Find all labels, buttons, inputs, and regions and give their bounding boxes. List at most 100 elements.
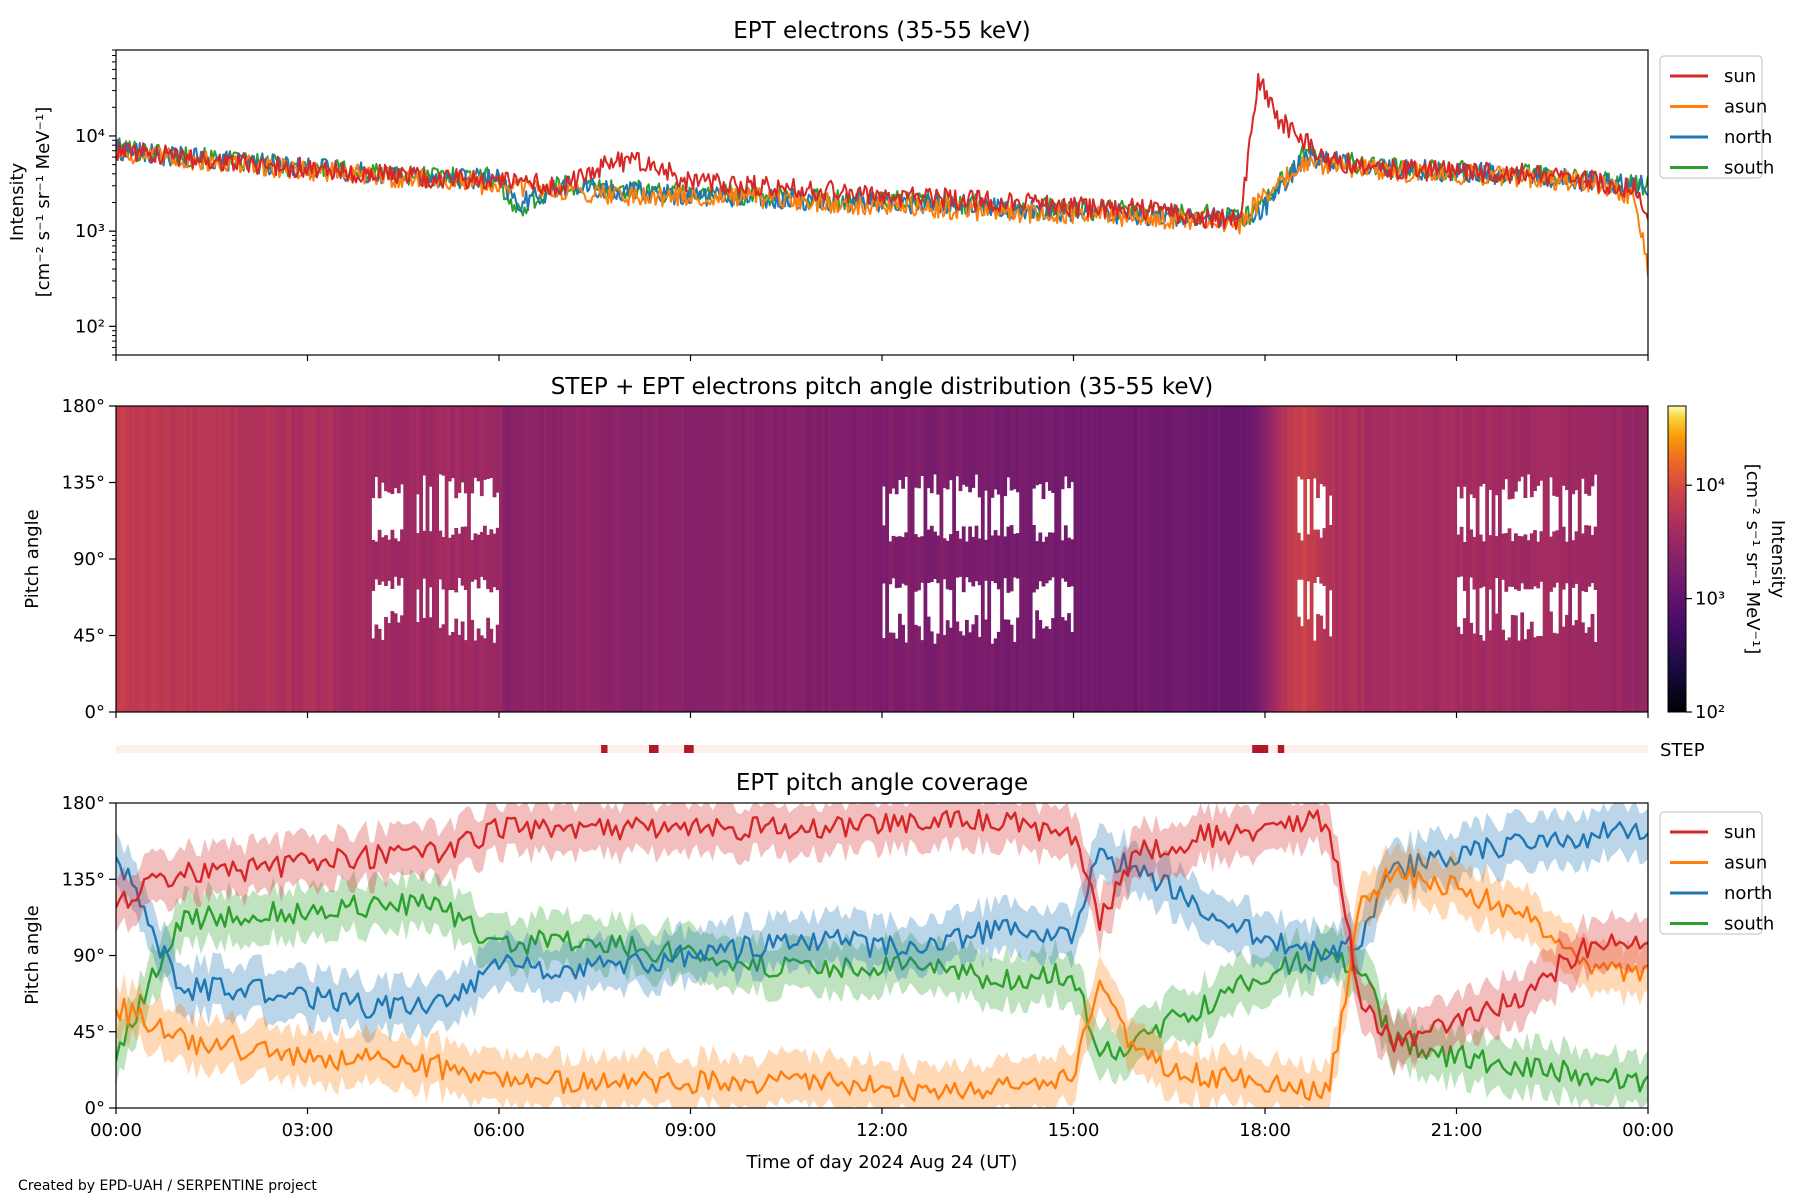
pad-column: [157, 406, 162, 712]
pad-column: [1121, 406, 1126, 712]
pad-column: [527, 406, 532, 712]
pad-column: [949, 534, 953, 591]
pad-column: [1584, 406, 1588, 494]
pad-column: [945, 406, 950, 490]
pad-column: [1032, 525, 1036, 593]
pad-column: [377, 406, 382, 499]
pad-column: [904, 406, 909, 477]
pad-column: [990, 406, 995, 498]
pad-column: [393, 538, 398, 577]
pad-column: [186, 406, 190, 712]
pad-column: [1236, 406, 1241, 712]
pad-column: [1309, 406, 1314, 712]
pad-column: [773, 406, 778, 712]
pad-column: [1159, 406, 1164, 712]
pad-column: [898, 613, 902, 712]
pad-column: [559, 406, 564, 712]
pad-column: [607, 406, 612, 712]
pad-column: [1587, 525, 1592, 587]
pad-column: [1549, 536, 1553, 592]
colorbar-tick-label: 10²: [1695, 702, 1725, 723]
pad-column: [463, 526, 468, 590]
pad-column: [1140, 406, 1145, 712]
pad-column: [971, 536, 976, 587]
pad-column: [693, 406, 698, 712]
pad-column: [1370, 406, 1375, 712]
pad-column: [1175, 406, 1180, 712]
pad-column: [971, 624, 976, 712]
pad-column: [894, 638, 899, 712]
pad-column: [1491, 406, 1496, 712]
pad-column: [463, 640, 468, 712]
pad-column: [1421, 406, 1426, 712]
pad-column: [754, 406, 759, 712]
pad-column: [1156, 406, 1161, 712]
pad-column: [403, 406, 408, 712]
pad-column: [291, 406, 296, 712]
pad-column: [1517, 640, 1521, 712]
pad-column: [709, 406, 714, 712]
pad-column: [486, 406, 490, 479]
pad-column: [1459, 526, 1464, 577]
pad-column: [1552, 632, 1557, 712]
pad-column: [1006, 619, 1011, 712]
coverage-line-sun: [116, 808, 1648, 1053]
pad-column: [1009, 406, 1014, 491]
pad-column: [923, 406, 928, 712]
pad-column: [1060, 617, 1065, 712]
pad-column: [741, 406, 746, 712]
colorbar-label-line1: Intensity: [1767, 520, 1788, 599]
pad-column: [329, 406, 334, 712]
pad-column: [1632, 406, 1636, 712]
pad-column: [1507, 528, 1512, 587]
pad-column: [310, 406, 315, 712]
pad-column: [639, 406, 644, 712]
pad-column: [400, 406, 404, 485]
pad-column: [990, 535, 995, 582]
pad-column: [1520, 612, 1525, 712]
pad-column: [1242, 406, 1247, 712]
pad-column: [460, 406, 465, 483]
pad-column: [965, 619, 969, 712]
pad-column: [1274, 406, 1279, 712]
pad-column: [1131, 406, 1135, 712]
pad-column: [1561, 626, 1566, 712]
pad-column: [1111, 406, 1116, 712]
pad-column: [1561, 526, 1566, 590]
pad-column: [495, 527, 500, 591]
pad-column: [1526, 540, 1531, 590]
pad-column: [1523, 406, 1528, 498]
pad-column: [996, 631, 1001, 712]
y-tick-label: 10²: [75, 316, 105, 337]
pad-column: [285, 406, 289, 712]
pad-column: [1086, 406, 1091, 712]
pad-column: [888, 541, 893, 585]
pad-column: [1169, 406, 1174, 712]
pad-column: [1328, 525, 1333, 591]
pad-column: [984, 406, 988, 491]
pad-column: [1571, 406, 1576, 495]
pad-column: [977, 538, 982, 586]
pad-column: [454, 406, 459, 499]
pad-column: [1526, 406, 1531, 475]
pad-column: [1296, 532, 1301, 580]
pad-column: [355, 406, 360, 712]
pad-column: [269, 406, 273, 712]
pad-column: [1296, 616, 1301, 712]
pad-column: [1198, 406, 1202, 712]
pad-column: [1067, 406, 1071, 489]
pad-column: [1536, 406, 1541, 486]
pad-column: [1418, 406, 1422, 712]
pad-column: [473, 640, 478, 712]
pad-column: [869, 406, 873, 712]
pad-column: [1000, 406, 1004, 712]
pad-column: [1587, 627, 1592, 712]
pad-column: [725, 406, 730, 712]
pad-column: [1431, 406, 1435, 712]
pad-column: [722, 406, 727, 712]
pad-column: [990, 643, 995, 712]
pad-column: [604, 406, 609, 712]
pad-column: [1067, 613, 1071, 712]
colorbar: 10² 10³ 10⁴ Intensity [cm⁻² s⁻¹ sr⁻¹ MeV⁻¹…: [1667, 405, 1788, 723]
pad-column: [246, 406, 251, 712]
